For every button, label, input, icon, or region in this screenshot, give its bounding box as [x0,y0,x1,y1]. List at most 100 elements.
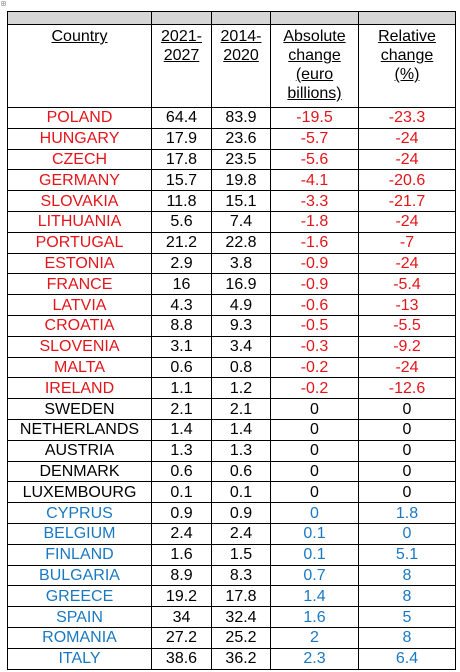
table-row: FINLAND 1.6 1.5 0.1 5.1 [7,543,456,566]
relative-change-cell: -12.6 [358,377,456,400]
country-cell: LITHUANIA [7,210,152,233]
absolute-change-cell: -0.2 [270,377,359,400]
value-2021-2027-cell: 34 [151,606,212,628]
country-cell: BULGARIA [7,564,152,587]
value-2021-2027-cell: 19.2 [151,585,212,608]
country-cell: PORTUGAL [7,231,152,254]
value-2014-2020-cell: 15.1 [211,190,271,212]
table-move-handle-icon[interactable]: ⊞ [1,0,6,8]
value-2014-2020-cell: 9.3 [211,314,271,337]
table-row: FRANCE 16 16.9 -0.9 -5.4 [7,273,456,296]
country-cell: AUSTRIA [7,439,152,462]
relative-change-cell: 0 [358,522,456,545]
value-2014-2020-cell: 4.9 [211,294,271,316]
value-2021-2027-cell: 38.6 [151,647,212,670]
absolute-change-cell: -1.6 [270,231,359,254]
relative-change-cell: -24 [358,210,456,233]
country-cell: FRANCE [7,273,152,296]
relative-change-cell: -9.2 [358,335,456,358]
value-2021-2027-cell: 4.3 [151,294,212,316]
absolute-change-cell: 1.4 [270,585,359,608]
country-cell: CZECH [7,148,152,171]
value-2021-2027-cell: 5.6 [151,210,212,233]
value-2021-2027-cell: 15.7 [151,169,212,192]
value-2021-2027-cell: 0.6 [151,460,212,483]
value-2014-2020-cell: 36.2 [211,647,271,670]
relative-change-cell: 0 [358,481,456,504]
table-row: LUXEMBOURG 0.1 0.1 0 0 [7,481,456,504]
table-row: SLOVENIA 3.1 3.4 -0.3 -9.2 [7,335,456,358]
header-2021-2027: 2021- 2027 [151,24,212,108]
table-row: BULGARIA 8.9 8.3 0.7 8 [7,564,456,587]
absolute-change-cell: 2.3 [270,647,359,670]
value-2021-2027-cell: 3.1 [151,335,212,358]
relative-change-cell: -21.7 [358,190,456,212]
absolute-change-cell: -3.3 [270,190,359,212]
relative-change-cell: 5.1 [358,543,456,566]
relative-change-cell: -20.6 [358,169,456,192]
relative-change-cell: 8 [358,626,456,649]
value-2014-2020-cell: 0.8 [211,356,271,379]
value-2014-2020-cell: 8.3 [211,564,271,587]
absolute-change-cell: -0.6 [270,294,359,316]
country-cell: POLAND [7,107,152,129]
relative-change-cell: -5.4 [358,273,456,296]
header-row: Country 2021- 2027 2014- 2020 Absolute c… [7,24,456,108]
country-cell: CROATIA [7,314,152,337]
value-2014-2020-cell: 7.4 [211,210,271,233]
value-2014-2020-cell: 25.2 [211,626,271,649]
absolute-change-cell: 1.6 [270,606,359,628]
absolute-change-cell: 0.7 [270,564,359,587]
value-2021-2027-cell: 0.9 [151,502,212,524]
table-row: SLOVAKIA 11.8 15.1 -3.3 -21.7 [7,190,456,212]
table-row: CROATIA 8.8 9.3 -0.5 -5.5 [7,314,456,337]
value-2014-2020-cell: 23.5 [211,148,271,171]
value-2021-2027-cell: 11.8 [151,190,212,212]
relative-change-cell: 8 [358,585,456,608]
country-cell: SLOVAKIA [7,190,152,212]
value-2021-2027-cell: 8.8 [151,314,212,337]
value-2014-2020-cell: 0.6 [211,460,271,483]
value-2021-2027-cell: 1.4 [151,418,212,441]
value-2014-2020-cell: 1.2 [211,377,271,400]
relative-change-cell: 0 [358,398,456,420]
value-2021-2027-cell: 17.9 [151,127,212,150]
relative-change-cell: 0 [358,460,456,483]
value-2021-2027-cell: 0.1 [151,481,212,504]
value-2021-2027-cell: 17.8 [151,148,212,171]
absolute-change-cell: 0 [270,439,359,462]
table-row: NETHERLANDS 1.4 1.4 0 0 [7,418,456,441]
country-cell: IRELAND [7,377,152,400]
table-row: AUSTRIA 1.3 1.3 0 0 [7,439,456,462]
table-row: IRELAND 1.1 1.2 -0.2 -12.6 [7,377,456,400]
relative-change-cell: 8 [358,564,456,587]
absolute-change-cell: 0 [270,481,359,504]
table-row: CYPRUS 0.9 0.9 0 1.8 [7,502,456,524]
value-2014-2020-cell: 17.8 [211,585,271,608]
absolute-change-cell: 0.1 [270,543,359,566]
absolute-change-cell: 0 [270,418,359,441]
value-2014-2020-cell: 22.8 [211,231,271,254]
value-2021-2027-cell: 1.3 [151,439,212,462]
absolute-change-cell: -0.5 [270,314,359,337]
value-2021-2027-cell: 1.6 [151,543,212,566]
table-row: CZECH 17.8 23.5 -5.6 -24 [7,148,456,171]
absolute-change-cell: 0 [270,460,359,483]
country-cell: SPAIN [7,606,152,628]
table-row: BELGIUM 2.4 2.4 0.1 0 [7,522,456,545]
absolute-change-cell: -5.7 [270,127,359,150]
absolute-change-cell: 0.1 [270,522,359,545]
value-2021-2027-cell: 2.4 [151,522,212,545]
country-cell: GERMANY [7,169,152,192]
relative-change-cell: 5 [358,606,456,628]
relative-change-cell: -7 [358,231,456,254]
absolute-change-cell: -1.8 [270,210,359,233]
value-2021-2027-cell: 0.6 [151,356,212,379]
header-band-row [7,11,456,25]
header-relative-change: Relative change (%) [358,24,456,108]
absolute-change-cell: 0 [270,398,359,420]
absolute-change-cell: -0.9 [270,273,359,296]
relative-change-cell: 6.4 [358,647,456,670]
relative-change-cell: 0 [358,439,456,462]
value-2014-2020-cell: 2.1 [211,398,271,420]
